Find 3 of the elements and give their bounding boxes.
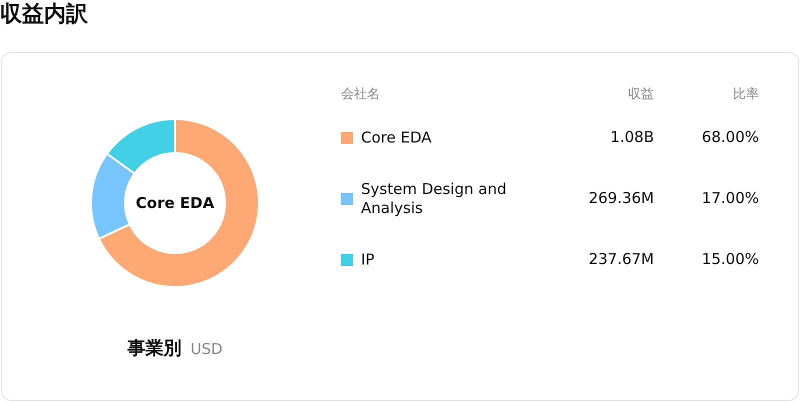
unit: USD [190, 340, 223, 358]
xlabel: 事業別 [127, 338, 182, 359]
title: 収益内訳 [0, 1, 88, 29]
